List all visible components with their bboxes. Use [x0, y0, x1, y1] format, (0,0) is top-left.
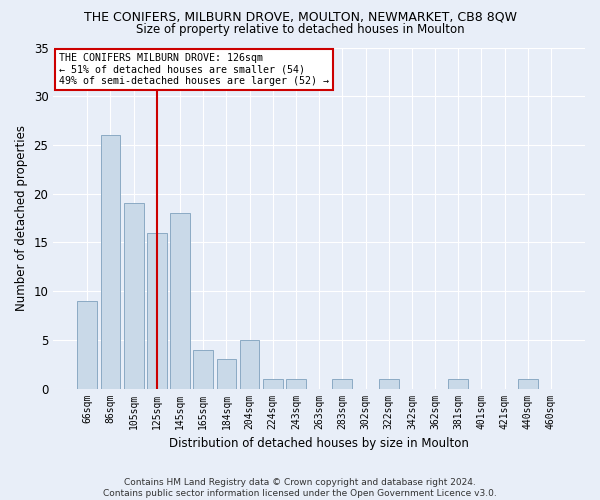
Y-axis label: Number of detached properties: Number of detached properties	[15, 125, 28, 311]
Bar	[193, 350, 213, 389]
Bar	[263, 379, 283, 388]
Text: Contains HM Land Registry data © Crown copyright and database right 2024.
Contai: Contains HM Land Registry data © Crown c…	[103, 478, 497, 498]
X-axis label: Distribution of detached houses by size in Moulton: Distribution of detached houses by size …	[169, 437, 469, 450]
Bar	[332, 379, 352, 388]
Bar	[448, 379, 468, 388]
Bar	[124, 204, 143, 388]
Text: THE CONIFERS, MILBURN DROVE, MOULTON, NEWMARKET, CB8 8QW: THE CONIFERS, MILBURN DROVE, MOULTON, NE…	[83, 10, 517, 23]
Bar	[217, 360, 236, 388]
Bar	[379, 379, 398, 388]
Bar	[518, 379, 538, 388]
Bar	[147, 232, 167, 388]
Text: THE CONIFERS MILBURN DROVE: 126sqm
← 51% of detached houses are smaller (54)
49%: THE CONIFERS MILBURN DROVE: 126sqm ← 51%…	[59, 52, 329, 86]
Bar	[170, 213, 190, 388]
Text: Size of property relative to detached houses in Moulton: Size of property relative to detached ho…	[136, 22, 464, 36]
Bar	[77, 301, 97, 388]
Bar	[101, 135, 121, 388]
Bar	[286, 379, 306, 388]
Bar	[240, 340, 259, 388]
